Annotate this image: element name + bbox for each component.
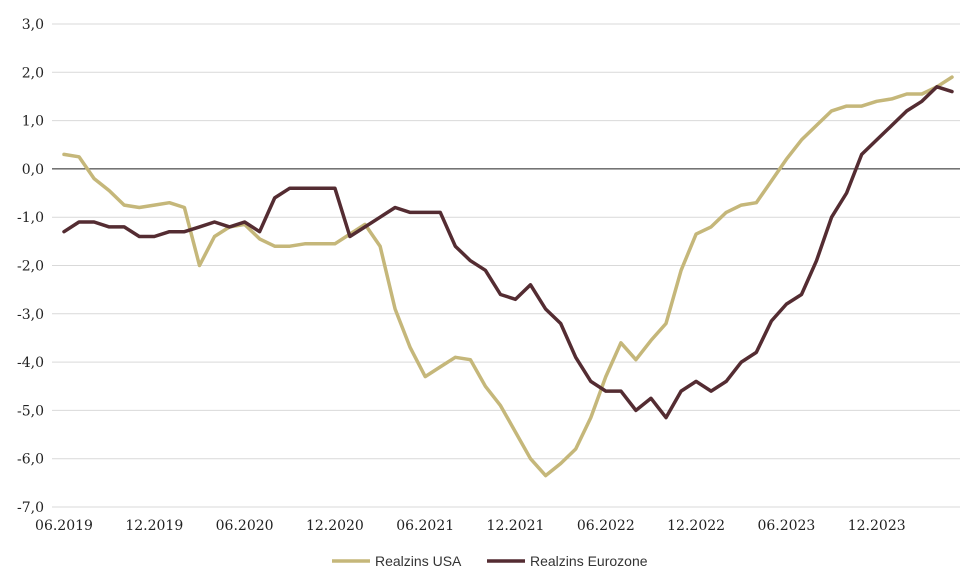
y-tick-label: 0,0	[22, 162, 44, 178]
y-tick-label: -1,0	[17, 210, 44, 226]
grid-lines	[52, 23, 960, 508]
y-tick-label: -3,0	[17, 307, 44, 323]
y-tick-label: -2,0	[17, 259, 44, 275]
x-tick-label: 06.2021	[396, 518, 454, 534]
x-tick-label: 06.2023	[757, 518, 815, 534]
x-axis-tick-labels: 06.2019 12.2019 06.2020 12.2020 06.2021 12.20…	[35, 518, 906, 534]
series-line-realzins-eurozone	[62, 85, 954, 420]
legend-label: Realzins USA	[375, 553, 462, 569]
series-line-realzins-usa	[62, 75, 954, 478]
y-tick-label: -6,0	[17, 452, 44, 468]
legend-label: Realzins Eurozone	[530, 553, 648, 569]
y-tick-label: 1,0	[22, 114, 44, 130]
y-tick-label: -5,0	[17, 403, 44, 419]
x-tick-label: 06.2020	[216, 518, 274, 534]
y-tick-label: 3,0	[22, 17, 44, 33]
x-tick-label: 06.2022	[577, 518, 635, 534]
x-tick-label: 12.2022	[667, 518, 725, 534]
series-lines	[62, 75, 954, 478]
legend: Realzins USA Realzins Eurozone	[332, 553, 648, 569]
x-tick-label: 12.2021	[487, 518, 545, 534]
y-tick-label: -4,0	[17, 355, 44, 371]
y-tick-label: 2,0	[22, 65, 44, 81]
y-tick-label: -7,0	[17, 500, 44, 516]
x-tick-label: 06.2019	[35, 518, 93, 534]
x-tick-label: 12.2020	[306, 518, 364, 534]
x-tick-label: 12.2019	[125, 518, 183, 534]
y-axis-tick-labels: 3,0 2,0 1,0 0,0 -1,0 -2,0 -3,0 -4,0 -5,0 -6,0 -7,0	[17, 17, 44, 516]
x-tick-label: 12.2023	[848, 518, 906, 534]
